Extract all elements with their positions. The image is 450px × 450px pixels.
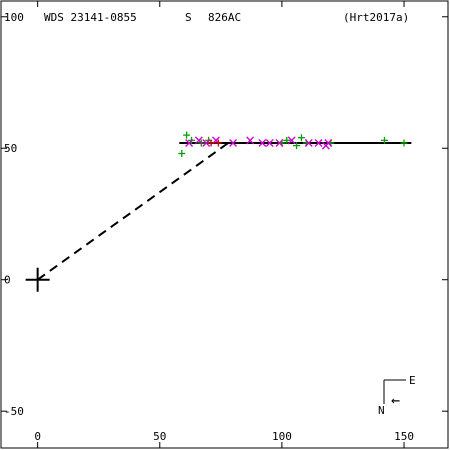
x-observation-point — [324, 139, 333, 147]
plus-observation-point — [283, 136, 291, 144]
mark-stroke — [265, 139, 274, 147]
mark-stroke — [314, 139, 323, 147]
x-observation-point — [202, 139, 211, 147]
x-tick-label: 0 — [34, 430, 41, 443]
observation-marks — [178, 131, 408, 158]
mark-stroke — [185, 139, 194, 147]
x-observation-point — [185, 139, 194, 147]
x-tick-label: 50 — [153, 430, 166, 443]
x-observation-point — [287, 136, 296, 145]
x-observation-point — [229, 139, 238, 147]
x-observation-point — [265, 139, 274, 147]
mark-stroke — [275, 139, 284, 147]
y-tick-label: 100 — [4, 11, 24, 24]
plus-observation-point — [380, 136, 388, 144]
compass-north-label: N — [378, 404, 385, 417]
plus-observation-point — [297, 134, 305, 142]
mark-stroke — [246, 136, 255, 145]
mark-stroke — [258, 139, 267, 147]
y-tick-label: 0 — [4, 274, 11, 287]
mark-stroke — [304, 139, 313, 147]
mark-stroke — [194, 136, 203, 145]
plus-observation-point — [214, 139, 222, 147]
y-tick-label: 50 — [4, 142, 17, 155]
reference-code: (Hrt2017a) — [343, 11, 409, 24]
dashed-connector-line — [37, 142, 229, 281]
plus-observation-point — [293, 142, 301, 150]
wds-designation: WDS 23141-0855 — [44, 11, 137, 24]
x-observation-point — [194, 136, 203, 145]
plus-observation-point — [207, 139, 215, 147]
orbit-guides — [25, 141, 412, 292]
mark-stroke — [229, 139, 238, 147]
plus-observation-point — [183, 131, 191, 139]
x-observation-point — [246, 136, 255, 145]
x-tick-label: 100 — [272, 430, 292, 443]
plus-observation-point — [178, 150, 186, 158]
compass: E N ← — [378, 374, 416, 417]
direction-arrow-icon: ← — [391, 391, 400, 409]
y-tick-label: -50 — [4, 405, 24, 418]
x-observation-point — [258, 139, 267, 147]
quadrant-label: S — [185, 11, 192, 24]
discoverer-code: 826AC — [208, 11, 241, 24]
compass-east-label: E — [409, 374, 416, 387]
mark-stroke — [324, 139, 333, 147]
plus-observation-point — [400, 139, 408, 147]
mark-stroke — [202, 139, 211, 147]
x-tick-label: 150 — [394, 430, 414, 443]
compass-frame — [383, 379, 406, 404]
x-observation-point — [275, 139, 284, 147]
x-observation-point — [314, 139, 323, 147]
mark-stroke — [287, 136, 296, 145]
x-observation-point — [304, 139, 313, 147]
